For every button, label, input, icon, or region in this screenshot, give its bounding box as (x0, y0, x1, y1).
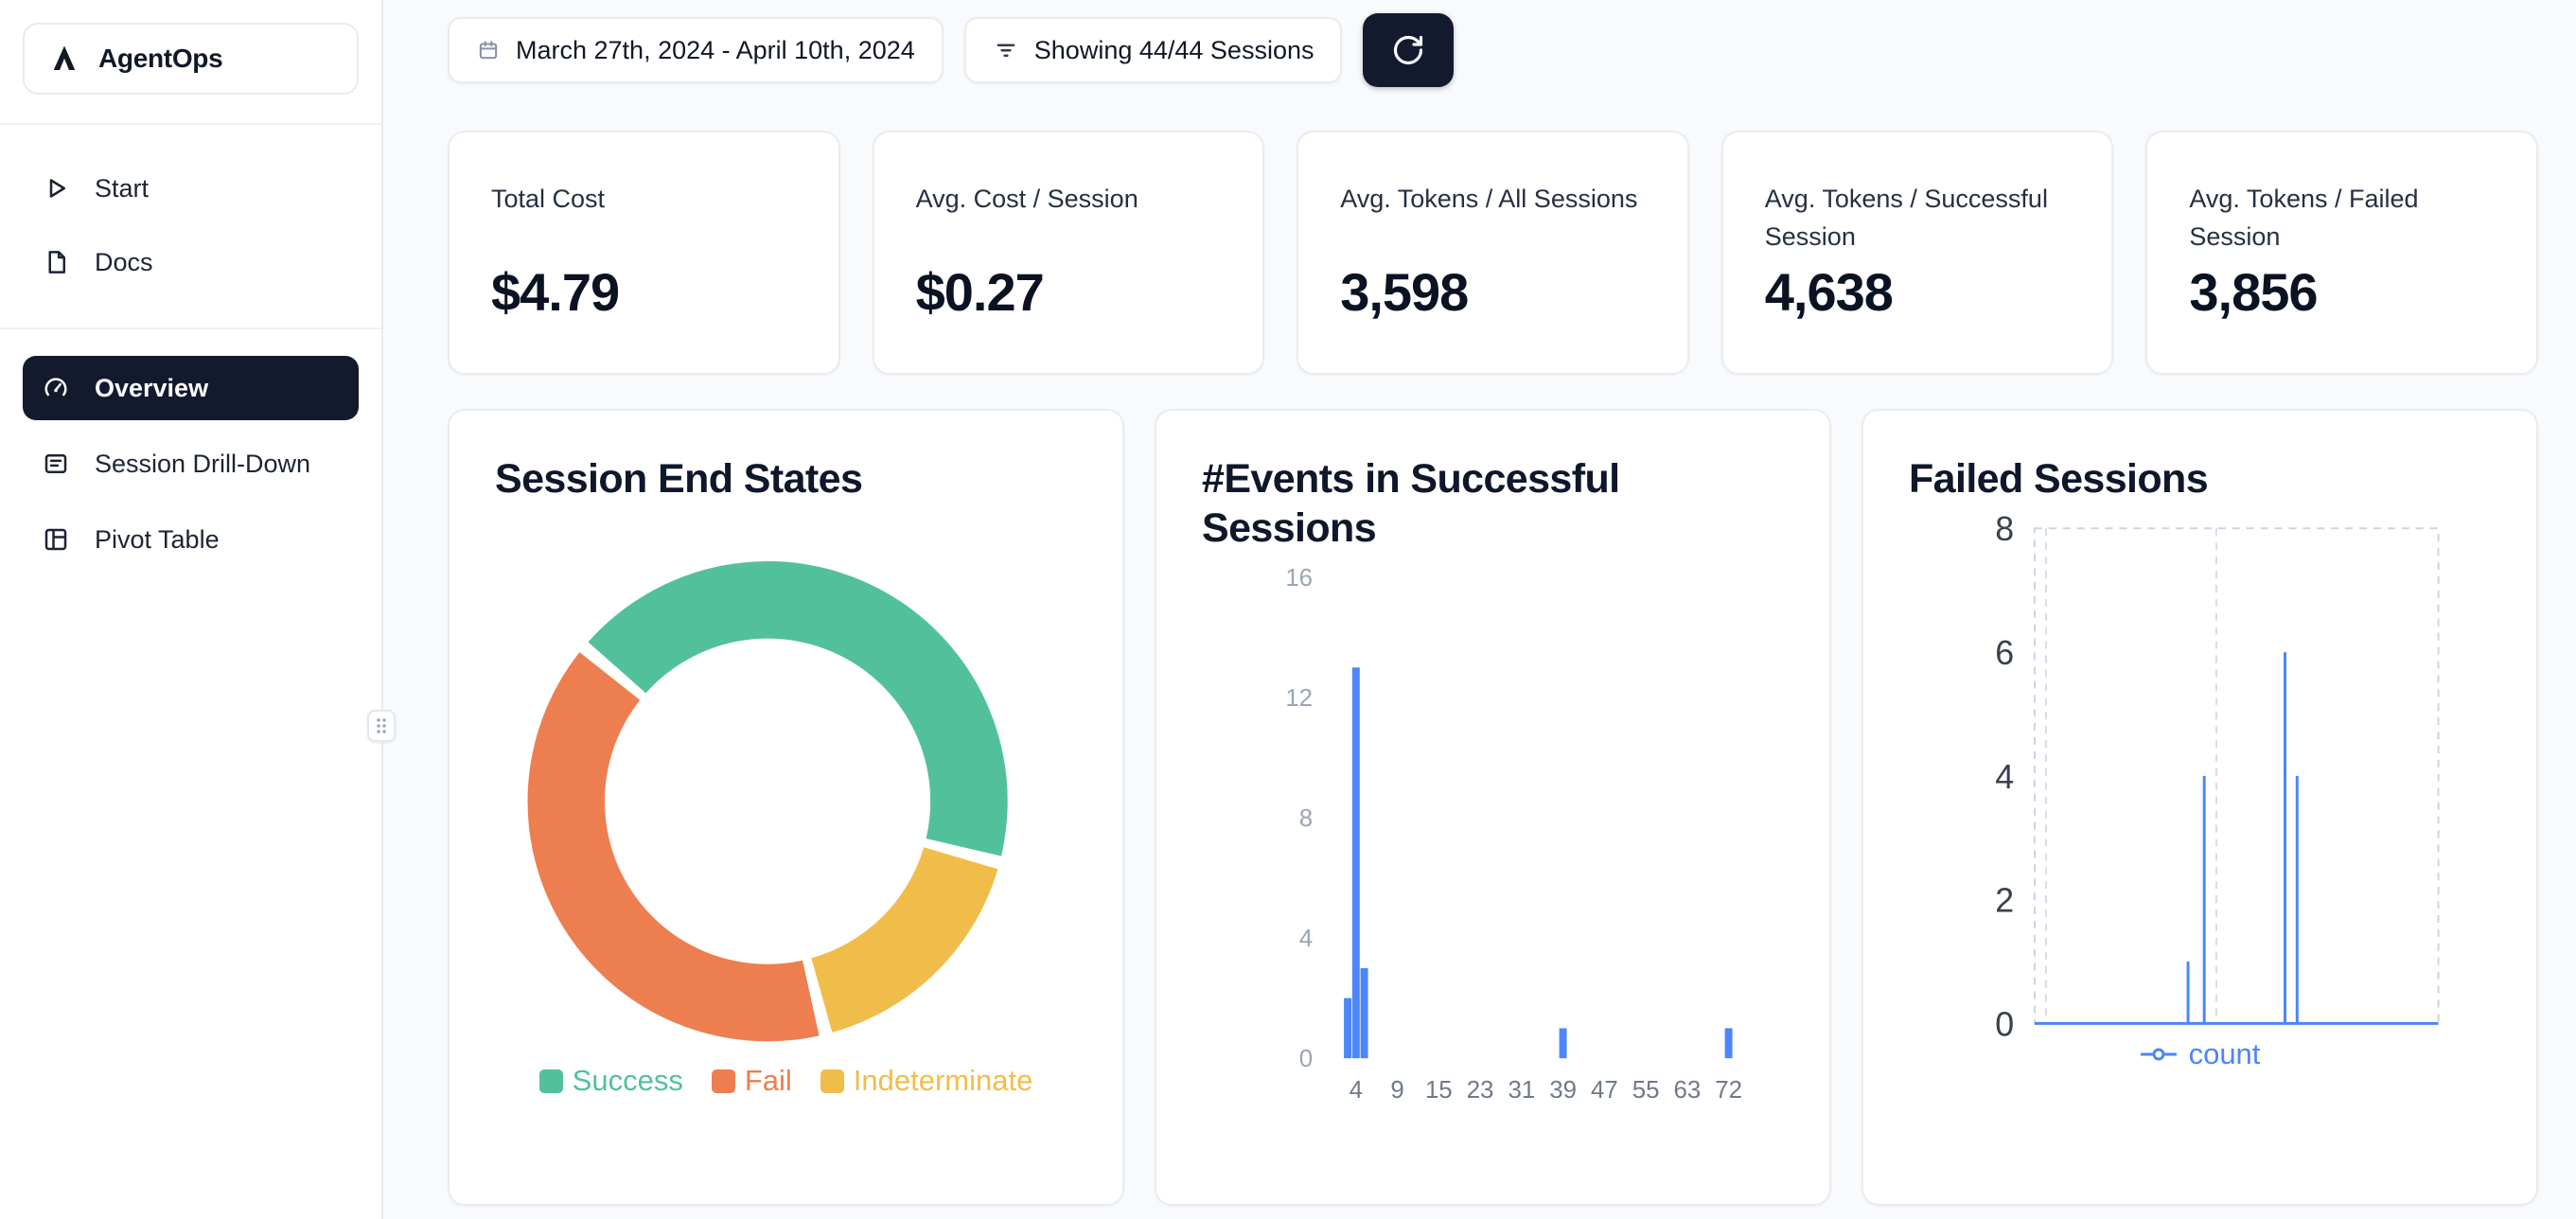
svg-text:31: 31 (1508, 1077, 1535, 1104)
stat-label: Avg. Tokens / Successful Session (1764, 185, 2048, 251)
sessions-filter-button[interactable]: Showing 44/44 Sessions (963, 17, 1343, 83)
chart-title: #Events in Successful Sessions (1202, 456, 1620, 551)
svg-text:9: 9 (1390, 1077, 1403, 1104)
calendar-icon (476, 38, 501, 62)
date-range-button[interactable]: March 27th, 2024 - April 10th, 2024 (448, 17, 944, 83)
app-name: AgentOps (98, 44, 223, 73)
play-icon (40, 172, 72, 204)
legend-item[interactable]: Fail (711, 1064, 792, 1098)
legend-label: Success (572, 1064, 683, 1097)
list-icon (40, 448, 72, 480)
pie-legend: Success Fail Indeterminate (450, 1064, 1122, 1098)
topbar: March 27th, 2024 - April 10th, 2024 Show… (448, 11, 2538, 93)
legend-label: Fail (744, 1064, 792, 1097)
svg-text:6: 6 (1995, 634, 2014, 672)
stat-value: 4,638 (1764, 262, 1894, 322)
stat-label: Total Cost (491, 185, 606, 213)
svg-text:4: 4 (1299, 926, 1313, 952)
svg-text:12: 12 (1285, 685, 1313, 712)
sidebar-item-label: Pivot Table (95, 524, 220, 554)
sidebar: AgentOps Start Docs Overview (0, 0, 383, 1219)
svg-text:63: 63 (1673, 1077, 1701, 1104)
svg-text:4: 4 (1995, 758, 2014, 796)
stat-value: 3,856 (2189, 262, 2318, 322)
chart-title: Failed Sessions (1909, 456, 2209, 502)
svg-text:8: 8 (1299, 805, 1313, 832)
sidebar-menu-top: Start Docs (0, 125, 381, 299)
svg-text:8: 8 (1995, 510, 2014, 548)
svg-text:4: 4 (1350, 1077, 1363, 1104)
stat-label: Avg. Cost / Session (915, 185, 1138, 213)
line-legend-marker-icon (2140, 1048, 2178, 1061)
document-icon (40, 246, 72, 278)
sidebar-item-label: Docs (95, 247, 153, 276)
stat-value: $0.27 (915, 262, 1045, 322)
chart-title: Session End States (495, 456, 863, 502)
legend-swatch (820, 1069, 844, 1093)
session-end-states-card: Session End States Success Fail Indetermin… (448, 409, 1124, 1206)
gauge-icon (40, 372, 72, 404)
agentops-logo-icon (47, 42, 81, 76)
table-icon (40, 523, 72, 556)
stat-value: $4.79 (491, 262, 620, 322)
sidebar-resize-handle[interactable] (367, 710, 396, 742)
legend-swatch (711, 1069, 735, 1093)
sidebar-item-docs[interactable]: Docs (23, 225, 359, 299)
sidebar-item-label: Session Drill-Down (95, 449, 311, 478)
legend-item[interactable]: Indeterminate (820, 1064, 1033, 1098)
sidebar-item-overview[interactable]: Overview (23, 356, 359, 420)
svg-text:16: 16 (1285, 565, 1313, 592)
svg-text:23: 23 (1467, 1077, 1494, 1104)
events-histogram-chart: 0 4 8 12 16 4 9 15 23 31 39 47 55 63 72 (1156, 411, 1829, 1204)
session-end-states-chart (450, 411, 1122, 1204)
stats-row: Total Cost $4.79 Avg. Cost / Session $0.… (448, 131, 2538, 375)
stat-label: Avg. Tokens / Failed Session (2189, 185, 2419, 251)
stat-label: Avg. Tokens / All Sessions (1340, 185, 1638, 213)
sidebar-item-label: Start (95, 173, 150, 203)
failed-sessions-card: Failed Sessions 0 2 4 6 8 count (1861, 409, 2538, 1206)
sidebar-item-session-drill-down[interactable]: Session Drill-Down (23, 432, 359, 496)
events-histogram-card: #Events in Successful Sessions 0 4 8 12 16 4 9… (1155, 409, 1831, 1206)
sidebar-item-start[interactable]: Start (23, 151, 359, 225)
refresh-button[interactable] (1363, 13, 1455, 87)
svg-text:15: 15 (1425, 1077, 1453, 1104)
date-range-label: March 27th, 2024 - April 10th, 2024 (516, 35, 915, 64)
stat-card-avg-tokens-failed: Avg. Tokens / Failed Session 3,856 (2145, 131, 2538, 375)
divider (0, 327, 381, 329)
charts-row: Session End States Success Fail Indetermin… (448, 409, 2538, 1206)
stat-card-avg-tokens-successful: Avg. Tokens / Successful Session 4,638 (1720, 131, 2114, 375)
svg-text:39: 39 (1549, 1077, 1577, 1104)
stat-card-avg-cost-session: Avg. Cost / Session $0.27 (872, 131, 1265, 375)
stat-card-total-cost: Total Cost $4.79 (448, 131, 840, 375)
main-content: March 27th, 2024 - April 10th, 2024 Show… (383, 0, 2576, 1219)
sidebar-item-pivot-table[interactable]: Pivot Table (23, 507, 359, 572)
refresh-icon (1391, 33, 1425, 67)
legend-item[interactable]: Success (538, 1064, 683, 1098)
svg-text:47: 47 (1591, 1077, 1618, 1104)
svg-text:0: 0 (1299, 1046, 1313, 1072)
line-legend-label: count (2188, 1037, 2261, 1070)
svg-text:72: 72 (1715, 1077, 1742, 1104)
failed-sessions-chart: 0 2 4 6 8 (1863, 411, 2536, 1204)
divider (0, 123, 381, 125)
app-logo: AgentOps (23, 23, 359, 95)
count-legend[interactable]: count (1863, 1037, 2536, 1071)
legend-swatch (538, 1069, 563, 1093)
sessions-filter-label: Showing 44/44 Sessions (1033, 35, 1314, 64)
sidebar-item-label: Overview (95, 373, 209, 402)
legend-label: Indeterminate (853, 1064, 1033, 1097)
sidebar-menu-main: Overview Session Drill-Down Pivot Table (0, 329, 381, 572)
svg-text:55: 55 (1632, 1077, 1660, 1104)
svg-text:2: 2 (1995, 882, 2014, 920)
svg-text:0: 0 (1995, 1005, 2014, 1043)
stat-card-avg-tokens-all: Avg. Tokens / All Sessions 3,598 (1297, 131, 1689, 375)
stat-value: 3,598 (1340, 262, 1469, 322)
filter-icon (993, 37, 1019, 63)
